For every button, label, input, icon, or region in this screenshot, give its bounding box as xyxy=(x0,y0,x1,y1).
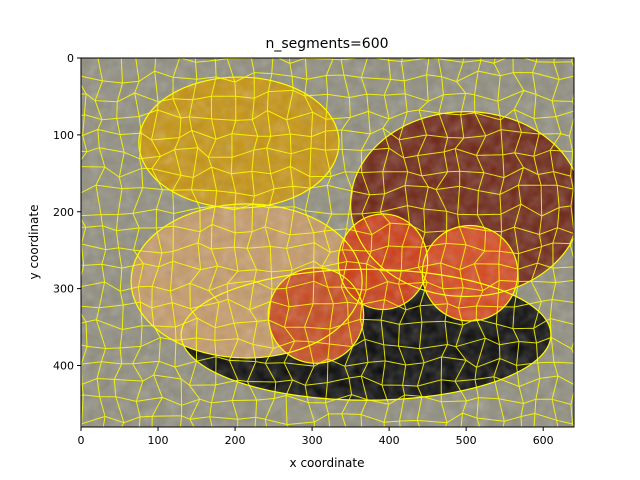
boundary-apple-right xyxy=(421,224,519,322)
x-axis-label: x coordinate xyxy=(290,456,365,470)
y-tick-label: 300 xyxy=(53,283,74,296)
y-axis-label: y coordinate xyxy=(27,205,41,280)
x-tick-label: 500 xyxy=(456,434,477,447)
boundary-leaf-right xyxy=(350,111,574,298)
x-tick-label: 300 xyxy=(302,434,323,447)
x-axis: 0 100 200 300 400 500 600 xyxy=(78,427,554,447)
x-tick-label: 0 xyxy=(78,434,85,447)
x-tick-label: 400 xyxy=(379,434,400,447)
y-axis: 0 100 200 300 400 xyxy=(53,52,81,373)
x-tick-label: 100 xyxy=(148,434,169,447)
boundary-apple-middle xyxy=(337,213,429,311)
boundary-leaf-top xyxy=(138,76,340,209)
x-tick-label: 200 xyxy=(225,434,246,447)
y-tick-label: 400 xyxy=(53,360,74,373)
boundary-apple-left xyxy=(267,267,365,364)
boundary-shell xyxy=(130,203,363,359)
x-tick-label: 600 xyxy=(533,434,554,447)
y-tick-label: 100 xyxy=(53,129,74,142)
chart-title: n_segments=600 xyxy=(265,36,388,52)
boundary-shadow xyxy=(180,268,552,401)
boundary-mesh xyxy=(81,58,574,427)
plot-frame xyxy=(80,57,575,428)
segmented-image xyxy=(81,58,574,427)
y-tick-label: 200 xyxy=(53,206,74,219)
superpixel-boundaries xyxy=(81,58,574,427)
y-tick-label: 0 xyxy=(67,52,74,65)
